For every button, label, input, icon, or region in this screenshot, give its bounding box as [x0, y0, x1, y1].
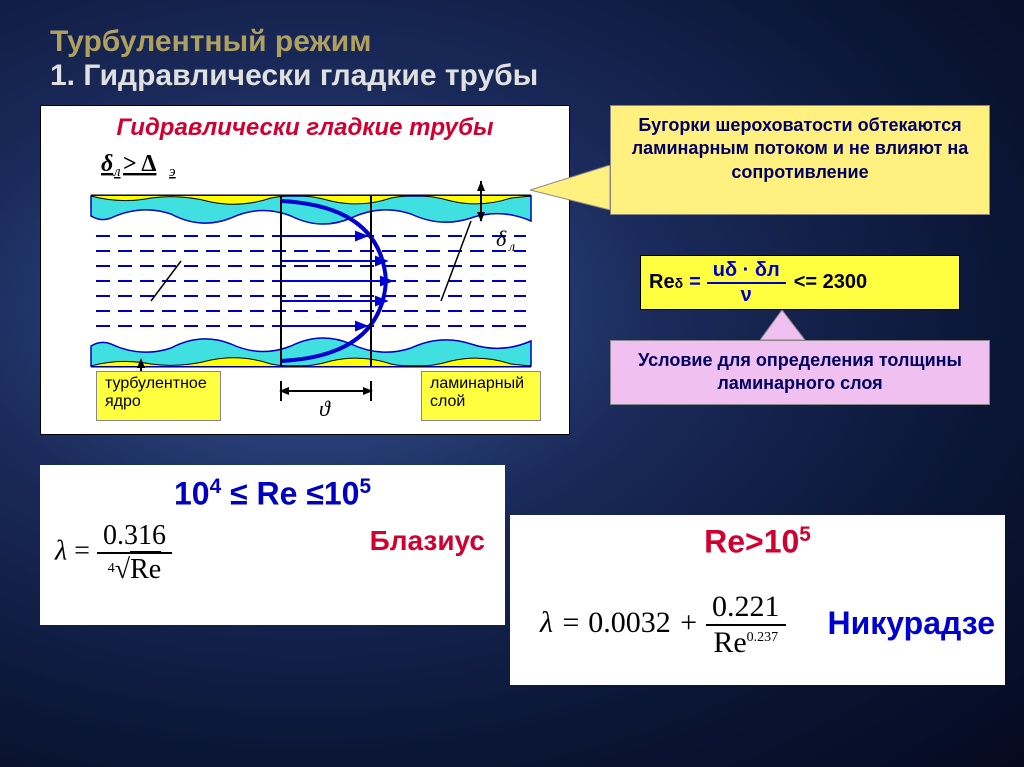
re-rhs: <= 2300 [794, 271, 867, 294]
nikuradze-range: Re>105 [510, 515, 1005, 561]
diagram-title: Гидравлически гладкие трубы [41, 106, 569, 142]
turbulent-core-label: турбулентное ядро [96, 371, 221, 421]
nik-exp: 0.237 [747, 630, 779, 645]
nik-num: 0.221 [706, 590, 786, 626]
pipe-diagram: Гидравлически гладкие трубы [40, 105, 570, 435]
svg-text:δ: δ [101, 151, 113, 177]
blasius-formula: λ = 0.316 4√Re [55, 520, 172, 586]
slide-title-1: Турбулентный режим [50, 25, 538, 59]
callout-pointer-icon [530, 165, 620, 225]
re-den: ν [707, 284, 786, 307]
svg-text:л: л [508, 240, 515, 255]
blasius-num: 0.316 [97, 520, 172, 554]
laminar-layer-label: ламинарный слой [421, 371, 541, 421]
blasius-range: 104 ≤ Re ≤105 [40, 465, 505, 513]
core-text2: ядро [105, 393, 141, 410]
lam-text2: слой [430, 393, 465, 410]
nikuradze-name: Никурадзе [828, 605, 996, 642]
slide-title-2: 1. Гидравлически гладкие трубы [50, 59, 538, 93]
svg-text:> Δ: > Δ [123, 151, 156, 177]
svg-text:ϑ: ϑ [319, 396, 331, 421]
thickness-pointer-icon [760, 310, 810, 345]
nikuradze-formula: λ = 0.0032 + 0.221 Re0.237 [540, 590, 786, 660]
nik-a: 0.0032 [588, 606, 671, 639]
nikuradze-block: Re>105 Никурадзе λ = 0.0032 + 0.221 Re0.… [510, 515, 1005, 685]
svg-text:δ: δ [496, 226, 507, 251]
blasius-block: 104 ≤ Re ≤105 Блазиус λ = 0.316 4√Re [40, 465, 505, 625]
reynolds-formula-box: Reδ = uδ · δл ν <= 2300 [640, 255, 960, 310]
core-text1: турбулентное [105, 375, 207, 392]
blasius-name: Блазиус [370, 525, 485, 557]
lam-text1: ламинарный [430, 375, 524, 392]
re-num: uδ · δл [707, 259, 786, 284]
thickness-callout: Условие для определения толщины ламинарн… [610, 340, 990, 405]
roughness-callout: Бугорки шероховатости обтекаются ламинар… [610, 105, 990, 215]
svg-text:л: л [113, 164, 121, 180]
svg-text:э: э [169, 164, 176, 180]
